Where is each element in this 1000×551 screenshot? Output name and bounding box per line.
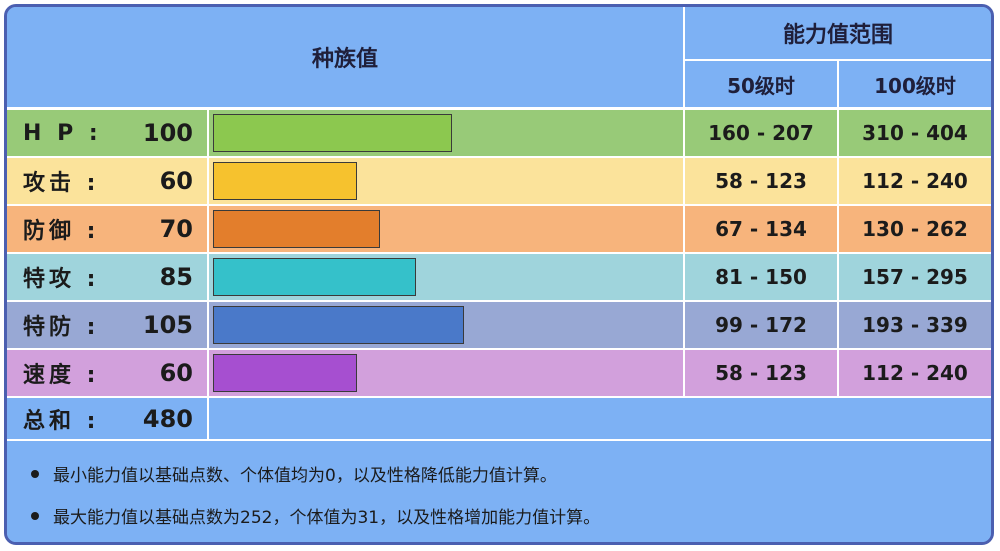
stat-bar-cell (209, 254, 683, 300)
range-50: 160 - 207 (708, 121, 814, 145)
range-100: 193 - 339 (862, 313, 968, 337)
stat-bar (213, 210, 380, 248)
stat-value: 70 (159, 215, 193, 243)
divider (7, 252, 991, 254)
stat-name: 防御 : (23, 219, 100, 244)
stat-bar (213, 114, 452, 152)
divider (7, 107, 991, 110)
range-50: 58 - 123 (715, 169, 807, 193)
range-50-cell: 81 - 150 (685, 254, 837, 300)
stat-range-label: 能力值范围 (782, 23, 893, 48)
level100-header: 100级时 (839, 61, 991, 107)
level50-label: 50级时 (727, 73, 795, 98)
range-100-cell: 157 - 295 (839, 254, 991, 300)
divider (7, 396, 991, 398)
stat-bar-cell (209, 158, 683, 204)
stat-name-cell: 特攻 : (7, 254, 125, 300)
range-50: 81 - 150 (715, 265, 807, 289)
total-value: 480 (125, 397, 207, 441)
range-100: 130 - 262 (862, 217, 968, 241)
range-100: 112 - 240 (862, 361, 968, 385)
note-max-text: 最大能力值以基础点数为252，个体值为31，以及性格增加能力值计算。 (53, 508, 601, 528)
notes-section: 最小能力值以基础点数、个体值均为0，以及性格降低能力值计算。 最大能力值以基础点… (7, 439, 991, 542)
range-100: 310 - 404 (862, 121, 968, 145)
divider (837, 59, 839, 397)
range-50-cell: 58 - 123 (685, 158, 837, 204)
range-50: 99 - 172 (715, 313, 807, 337)
stat-bar (213, 306, 464, 344)
bullet-icon (31, 469, 39, 478)
range-100-cell: 310 - 404 (839, 110, 991, 156)
stat-name: 特防 : (23, 315, 100, 340)
level100-label: 100级时 (874, 73, 956, 98)
range-100-cell: 193 - 339 (839, 302, 991, 348)
stat-name-cell: 特防 : (7, 302, 125, 348)
stat-bar-cell (209, 350, 683, 396)
stat-name-cell: H P : (7, 110, 125, 156)
stat-value-cell: 85 (125, 254, 207, 300)
stat-name-cell: 速度 : (7, 350, 125, 396)
base-stats-header: 种族值 (7, 7, 683, 107)
range-50-cell: 160 - 207 (685, 110, 837, 156)
bullet-icon (31, 511, 39, 520)
range-100: 112 - 240 (862, 169, 968, 193)
range-100: 157 - 295 (862, 265, 968, 289)
stat-name: 速度 : (23, 363, 100, 388)
stat-value: 60 (159, 167, 193, 195)
stat-value: 60 (159, 359, 193, 387)
stat-name: 特攻 : (23, 267, 100, 292)
total-filler (209, 397, 991, 441)
stat-bar (213, 354, 357, 392)
stat-value: 100 (142, 119, 193, 147)
total-name: 总和 : (7, 397, 125, 441)
stat-value-cell: 70 (125, 206, 207, 252)
range-100-cell: 112 - 240 (839, 350, 991, 396)
stat-range-header: 能力值范围 (685, 7, 991, 59)
stat-value-cell: 100 (125, 110, 207, 156)
stats-table: 种族值 能力值范围 50级时 100级时 H P : 100 160 - 207 31… (4, 4, 994, 545)
range-50-cell: 99 - 172 (685, 302, 837, 348)
stat-name-cell: 攻击 : (7, 158, 125, 204)
note-max: 最大能力值以基础点数为252，个体值为31，以及性格增加能力值计算。 (31, 503, 600, 528)
stat-bar (213, 258, 416, 296)
stat-bar-cell (209, 110, 683, 156)
range-50: 58 - 123 (715, 361, 807, 385)
total-name-text: 总和 : (23, 409, 100, 434)
range-100-cell: 130 - 262 (839, 206, 991, 252)
divider (7, 300, 991, 302)
stat-bar (213, 162, 357, 200)
stat-bar-cell (209, 206, 683, 252)
stat-value: 85 (159, 263, 193, 291)
level50-header: 50级时 (685, 61, 837, 107)
stat-value: 105 (142, 311, 193, 339)
stat-value-cell: 60 (125, 158, 207, 204)
stat-value-cell: 105 (125, 302, 207, 348)
stat-name: H P : (23, 120, 102, 146)
stat-value-cell: 60 (125, 350, 207, 396)
divider (7, 204, 991, 206)
range-50: 67 - 134 (715, 217, 807, 241)
stat-bar-cell (209, 302, 683, 348)
range-100-cell: 112 - 240 (839, 158, 991, 204)
divider (7, 439, 991, 441)
note-min: 最小能力值以基础点数、个体值均为0，以及性格降低能力值计算。 (31, 461, 557, 486)
stat-name: 攻击 : (23, 171, 100, 196)
note-min-text: 最小能力值以基础点数、个体值均为0，以及性格降低能力值计算。 (53, 466, 557, 486)
divider (683, 7, 685, 397)
divider (207, 107, 209, 441)
divider (7, 156, 991, 158)
range-50-cell: 58 - 123 (685, 350, 837, 396)
stat-name-cell: 防御 : (7, 206, 125, 252)
range-50-cell: 67 - 134 (685, 206, 837, 252)
divider (7, 348, 991, 350)
base-stats-label: 种族值 (311, 47, 378, 72)
total-value-text: 480 (142, 405, 193, 433)
